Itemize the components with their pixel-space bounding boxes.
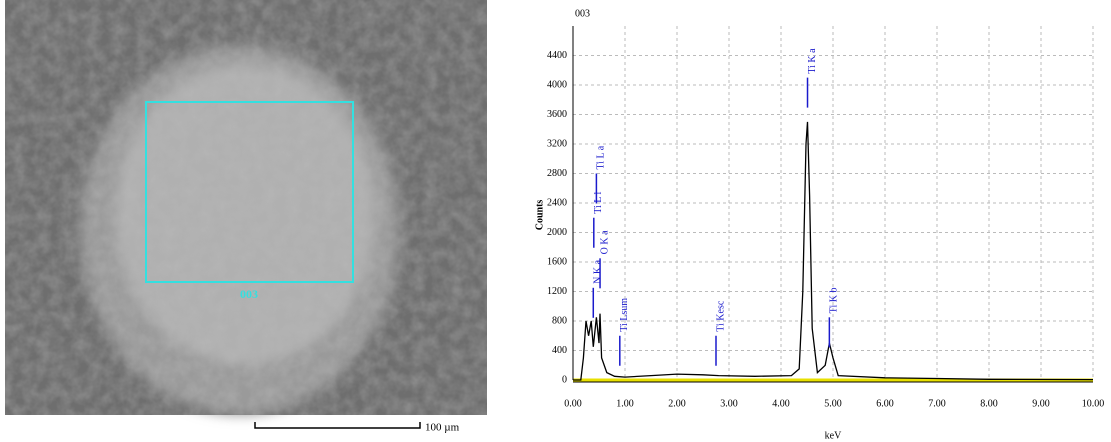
x-tick-label: 6.00 bbox=[876, 398, 894, 409]
sem-image: 003 100 µm bbox=[5, 0, 487, 434]
peak-label: N K a bbox=[593, 259, 604, 283]
x-tick-label: 1.00 bbox=[616, 398, 634, 409]
chart-title: 003 bbox=[575, 8, 590, 19]
roi-label: 003 bbox=[240, 287, 258, 301]
peak-label: Ti L a bbox=[596, 145, 607, 169]
x-tick-label: 3.00 bbox=[720, 398, 738, 409]
peak-label: Ti Lsum bbox=[619, 298, 630, 332]
x-tick-label: 9.00 bbox=[1032, 398, 1050, 409]
y-tick-label: 2000 bbox=[547, 227, 567, 238]
spectrum-line bbox=[573, 121, 1094, 381]
x-tick-label: 4.00 bbox=[772, 398, 790, 409]
x-tick-label: 7.00 bbox=[928, 398, 946, 409]
spectrum-chart: 003 keV Counts 0 400 800 1200 1600 2000 2400 28… bbox=[534, 8, 1104, 441]
y-tick-label: 2800 bbox=[547, 168, 567, 179]
peak-label: Ti Kesc bbox=[715, 300, 726, 332]
y-tick-label: 0 bbox=[562, 374, 567, 385]
y-tick-label: 1600 bbox=[547, 256, 567, 267]
y-tick-label: 2400 bbox=[547, 197, 567, 208]
peak-label: Ti K b bbox=[829, 288, 840, 314]
peak-label: Ti K a bbox=[807, 48, 818, 74]
scale-bar-label: 100 µm bbox=[425, 422, 460, 434]
x-axis-label: keV bbox=[825, 430, 842, 441]
y-tick-label: 4000 bbox=[547, 79, 567, 90]
x-tick-label: 8.00 bbox=[980, 398, 998, 409]
y-tick-label: 3200 bbox=[547, 138, 567, 149]
x-tick-label: 5.00 bbox=[824, 398, 842, 409]
y-axis-label: Counts bbox=[534, 200, 545, 231]
x-tick-label: 10.00 bbox=[1082, 398, 1105, 409]
y-tick-label: 400 bbox=[552, 345, 567, 356]
peak-label: Ti L l bbox=[593, 191, 604, 213]
y-tick-label: 800 bbox=[552, 315, 567, 326]
x-tick-label: 0.00 bbox=[564, 398, 582, 409]
peak-label: O K a bbox=[599, 230, 610, 254]
x-tick-label: 2.00 bbox=[668, 398, 686, 409]
y-tick-label: 3600 bbox=[547, 109, 567, 120]
y-tick-label: 1200 bbox=[547, 286, 567, 297]
y-tick-label: 4400 bbox=[547, 50, 567, 61]
